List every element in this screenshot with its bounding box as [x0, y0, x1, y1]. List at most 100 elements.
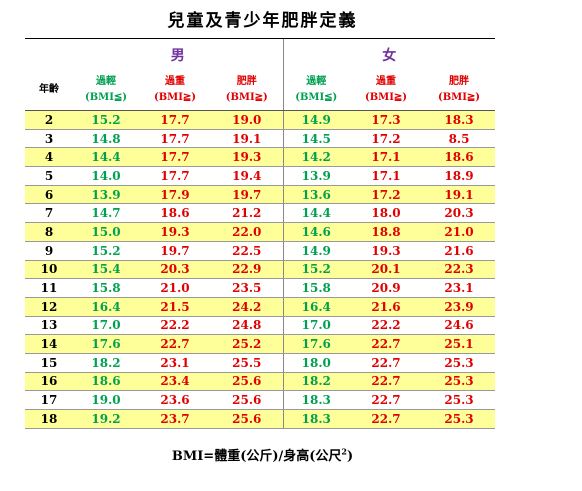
- bmi-cell: 25.1: [423, 334, 496, 354]
- bmi-cell: 21.0: [423, 222, 496, 242]
- bmi-cell: 19.0: [211, 110, 284, 130]
- bmi-cell: 19.1: [423, 185, 496, 205]
- bmi-cell: 19.3: [139, 222, 211, 242]
- bmi-cell: 21.6: [349, 297, 424, 317]
- column-name: 過輕: [96, 76, 116, 87]
- bmi-cell: 15.2: [282, 260, 350, 280]
- column-unit: (BMI≧): [225, 92, 268, 103]
- bmi-cell: 18.6: [73, 372, 139, 392]
- formula: BMI=體重(公斤)/身高(公尺: [171, 449, 342, 464]
- data-row: 3 14.8 17.7 19.1 14.5 17.2 8.5: [25, 129, 496, 149]
- bmi-cell: 24.6: [423, 316, 496, 336]
- bmi-cell: 23.9: [423, 297, 496, 317]
- data-row: 14 17.6 22.7 25.2 17.6 22.7 25.1: [25, 334, 496, 354]
- data-row: 7 14.7 18.6 21.2 14.4 18.0 20.3: [25, 203, 496, 224]
- bmi-cell: 22.7: [349, 390, 424, 410]
- age-cell: 8: [25, 222, 73, 242]
- bmi-cell: 14.6: [282, 222, 350, 242]
- column-unit: (BMI≦): [295, 92, 338, 103]
- bmi-cell: 25.3: [423, 372, 496, 392]
- bmi-cell: 23.6: [139, 390, 211, 410]
- column-unit: (BMI≧): [153, 92, 197, 103]
- age-cell: 12: [25, 297, 73, 317]
- bmi-cell: 25.2: [211, 334, 284, 354]
- bmi-cell: 17.6: [73, 334, 139, 354]
- column-unit: (BMI≧): [364, 92, 408, 103]
- age-cell: 3: [25, 129, 73, 149]
- bmi-cell: 20.1: [349, 260, 424, 280]
- age-cell: 6: [25, 185, 73, 205]
- group-row: 男女: [25, 38, 496, 70]
- bmi-cell: 24.2: [211, 297, 284, 317]
- bmi-cell: 14.8: [73, 129, 139, 149]
- bmi-cell: 24.8: [211, 316, 284, 336]
- column-name: 過重: [165, 76, 185, 87]
- bmi-cell: 17.1: [349, 147, 424, 168]
- bmi-cell: 25.3: [423, 353, 496, 373]
- bmi-cell: 17.2: [349, 129, 424, 149]
- bmi-cell: 22.9: [211, 260, 284, 280]
- bmi-cell: 22.2: [349, 316, 424, 336]
- blank: [25, 38, 73, 70]
- bmi-table: 男女年齡 過輕 (BMI≦) 過重 (BMI≧) 肥胖 (BMI≧) 過輕 (BMI≦) 過重 (B…: [25, 38, 496, 429]
- data-row: 13 17.0 22.2 24.8 17.0 22.2 24.6: [25, 316, 496, 336]
- bmi-cell: 18.0: [282, 353, 350, 373]
- bmi-cell: 14.9: [282, 241, 350, 261]
- bmi-cell: 17.2: [349, 185, 424, 205]
- data-row: 16 18.6 23.4 25.6 18.2 22.7 25.3: [25, 372, 496, 392]
- column-name: 肥胖: [449, 76, 470, 87]
- data-row: 18 19.2 23.7 25.6 18.3 22.7 25.3: [25, 409, 496, 429]
- age-cell: 5: [25, 166, 73, 186]
- data-row: 8 15.0 19.3 22.0 14.6 18.8 21.0: [25, 222, 496, 242]
- bmi-cell: 19.0: [73, 390, 139, 410]
- bmi-cell: 14.4: [73, 147, 139, 168]
- bmi-cell: 18.6: [139, 203, 211, 224]
- age-cell: 14: [25, 334, 73, 354]
- group-header: 女: [282, 38, 496, 70]
- bmi-cell: 19.7: [211, 185, 284, 205]
- column-header: 過輕 (BMI≦): [73, 70, 139, 111]
- bmi-cell: 19.7: [139, 241, 211, 261]
- column-header: 肥胖 (BMI≧): [211, 70, 284, 111]
- bmi-cell: 20.3: [423, 203, 496, 224]
- bmi-cell: 13.9: [282, 166, 350, 186]
- bmi-cell: 25.6: [211, 372, 284, 392]
- age-cell: 9: [25, 241, 73, 261]
- bmi-cell: 14.0: [73, 166, 139, 186]
- bmi-cell: 21.0: [139, 278, 211, 298]
- age-cell: 2: [25, 110, 73, 130]
- column-header: 過輕 (BMI≦): [282, 70, 350, 111]
- age-cell: 13: [25, 316, 73, 336]
- bmi-cell: 15.8: [73, 278, 139, 298]
- bmi-cell: 21.2: [211, 203, 284, 224]
- bmi-cell: 17.9: [139, 185, 211, 205]
- data-row: 4 14.4 17.7 19.3 14.2 17.1 18.6: [25, 147, 496, 168]
- bmi-cell: 16.4: [282, 297, 350, 317]
- bmi-cell: 15.2: [73, 241, 139, 261]
- bmi-cell: 22.7: [349, 372, 424, 392]
- bmi-cell: 25.5: [211, 353, 284, 373]
- column-name: 過輕: [306, 76, 327, 87]
- data-row: 11 15.8 21.0 23.5 15.8 20.9 23.1: [25, 278, 496, 298]
- bmi-cell: 17.7: [139, 110, 211, 130]
- bmi-cell: 14.9: [282, 110, 350, 130]
- bmi-cell: 23.4: [139, 372, 211, 392]
- bmi-cell: 23.5: [211, 278, 284, 298]
- bmi-cell: 17.7: [139, 166, 211, 186]
- bmi-cell: 16.4: [73, 297, 139, 317]
- age-cell: 16: [25, 372, 73, 392]
- data-row: 9 15.2 19.7 22.5 14.9 19.3 21.6: [25, 241, 496, 261]
- age-cell: 18: [25, 409, 73, 429]
- bmi-cell: 20.9: [349, 278, 424, 298]
- bmi-cell: 22.5: [211, 241, 284, 261]
- bmi-cell: 15.8: [282, 278, 350, 298]
- bmi-cell: 8.5: [423, 129, 496, 149]
- bmi-cell: 19.3: [349, 241, 424, 261]
- bmi-cell: 21.5: [139, 297, 211, 317]
- bmi-cell: 19.4: [211, 166, 284, 186]
- paren: ): [346, 449, 354, 464]
- header-row: 年齡 過輕 (BMI≦) 過重 (BMI≧) 肥胖 (BMI≧) 過輕 (BMI≦) 過重 (BMI…: [25, 70, 496, 111]
- bmi-cell: 22.0: [211, 222, 284, 242]
- age-cell: 10: [25, 260, 73, 280]
